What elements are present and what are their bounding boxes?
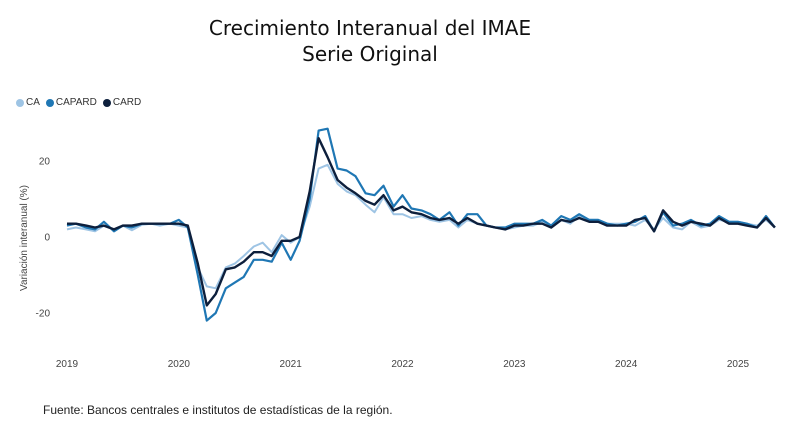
chart-subtitle: Serie Original xyxy=(302,42,438,66)
legend-item-card[interactable]: CARD xyxy=(102,97,142,108)
legend-label-capard: CAPARD xyxy=(55,97,97,108)
x-tick-label: 2024 xyxy=(615,359,638,370)
x-tick-label: 2023 xyxy=(503,359,526,370)
legend-label-ca: CA xyxy=(26,97,40,108)
x-tick-label: 2020 xyxy=(168,359,191,370)
y-tick-label: -20 xyxy=(36,309,51,320)
x-tick-label: 2019 xyxy=(56,359,79,370)
source-note: Fuente: Bancos centrales e institutos de… xyxy=(43,403,393,417)
x-axis-ticks: 2019 2020 2021 2022 2023 2024 2025 xyxy=(56,359,750,370)
x-tick-label: 2022 xyxy=(391,359,414,370)
y-tick-label: 0 xyxy=(44,233,50,244)
legend: CA CAPARD CARD xyxy=(16,97,141,108)
x-tick-label: 2025 xyxy=(727,359,750,370)
x-tick-label: 2021 xyxy=(280,359,303,370)
legend-marker-ca xyxy=(16,98,24,107)
legend-label-card: CARD xyxy=(112,97,142,108)
y-axis-label-group: Variación interanual (%) xyxy=(19,185,30,291)
series-line-card[interactable] xyxy=(67,137,776,307)
y-tick-label: 20 xyxy=(39,157,51,168)
legend-item-ca[interactable]: CA xyxy=(16,97,40,108)
series-lines xyxy=(66,127,776,322)
series-line-ca[interactable] xyxy=(66,163,776,290)
y-axis-ticks: -20 0 20 xyxy=(36,157,51,320)
legend-marker-card xyxy=(102,98,111,107)
chart-title: Crecimiento Interanual del IMAE xyxy=(208,16,532,40)
y-axis-label: Variación interanual (%) xyxy=(19,185,30,291)
legend-item-capard[interactable]: CAPARD xyxy=(45,97,97,108)
legend-marker-capard xyxy=(45,98,54,107)
